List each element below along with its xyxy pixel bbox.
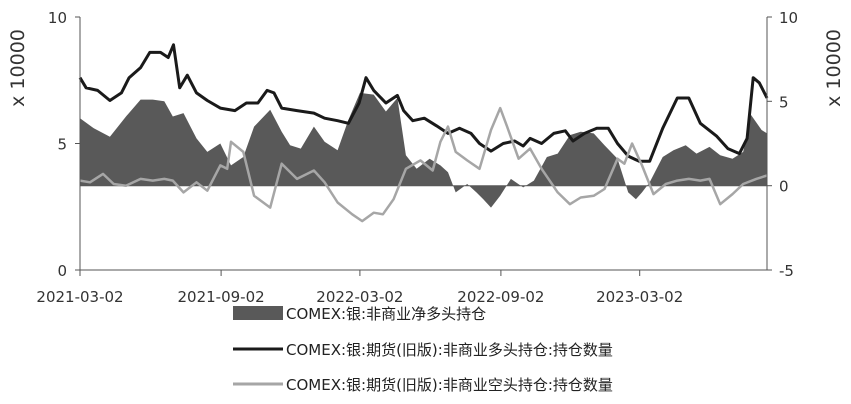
left-tick-label: 10 (48, 9, 67, 27)
tick-layer: 0 5 10 -5 0 5 10 2021-03-02 2021-09-02 2022-03-02… (36, 9, 798, 306)
right-axis-label: x 10000 (823, 29, 845, 107)
right-tick-label: -5 (779, 262, 794, 280)
x-tick-label: 2023-03-02 (596, 288, 683, 306)
x-tick-label: 2022-03-02 (316, 288, 403, 306)
legend: COMEX:银:非商业净多头持仓 COMEX:银:期货(旧版):非商业多头持仓:… (233, 305, 613, 394)
right-tick-label: 10 (779, 9, 798, 27)
x-tick-label: 2022-09-02 (457, 288, 544, 306)
legend-label-short: COMEX:银:期货(旧版):非商业空头持仓:持仓数量 (286, 376, 613, 394)
right-tick-label: 5 (779, 93, 789, 111)
legend-item-net-long: COMEX:银:非商业净多头持仓 (233, 305, 486, 323)
left-axis-label: x 10000 (7, 29, 29, 107)
legend-item-long: COMEX:银:期货(旧版):非商业多头持仓:持仓数量 (233, 341, 613, 359)
legend-swatch-net-long (233, 306, 283, 320)
legend-item-short: COMEX:银:期货(旧版):非商业空头持仓:持仓数量 (233, 376, 613, 394)
right-tick-label: 0 (779, 178, 789, 196)
line-layer (78, 43, 769, 223)
left-tick-label: 5 (57, 136, 67, 154)
x-tick-label: 2021-09-02 (178, 288, 265, 306)
legend-label-long: COMEX:银:期货(旧版):非商业多头持仓:持仓数量 (286, 341, 613, 359)
axes-layer (75, 16, 772, 276)
series-line-short (79, 106, 768, 223)
area-layer (80, 92, 767, 208)
series-area-net-long (80, 92, 767, 208)
series-line-long (78, 43, 769, 163)
left-tick-label: 0 (57, 262, 67, 280)
legend-label-net-long: COMEX:银:非商业净多头持仓 (286, 305, 486, 323)
x-tick-label: 2021-03-02 (36, 288, 123, 306)
